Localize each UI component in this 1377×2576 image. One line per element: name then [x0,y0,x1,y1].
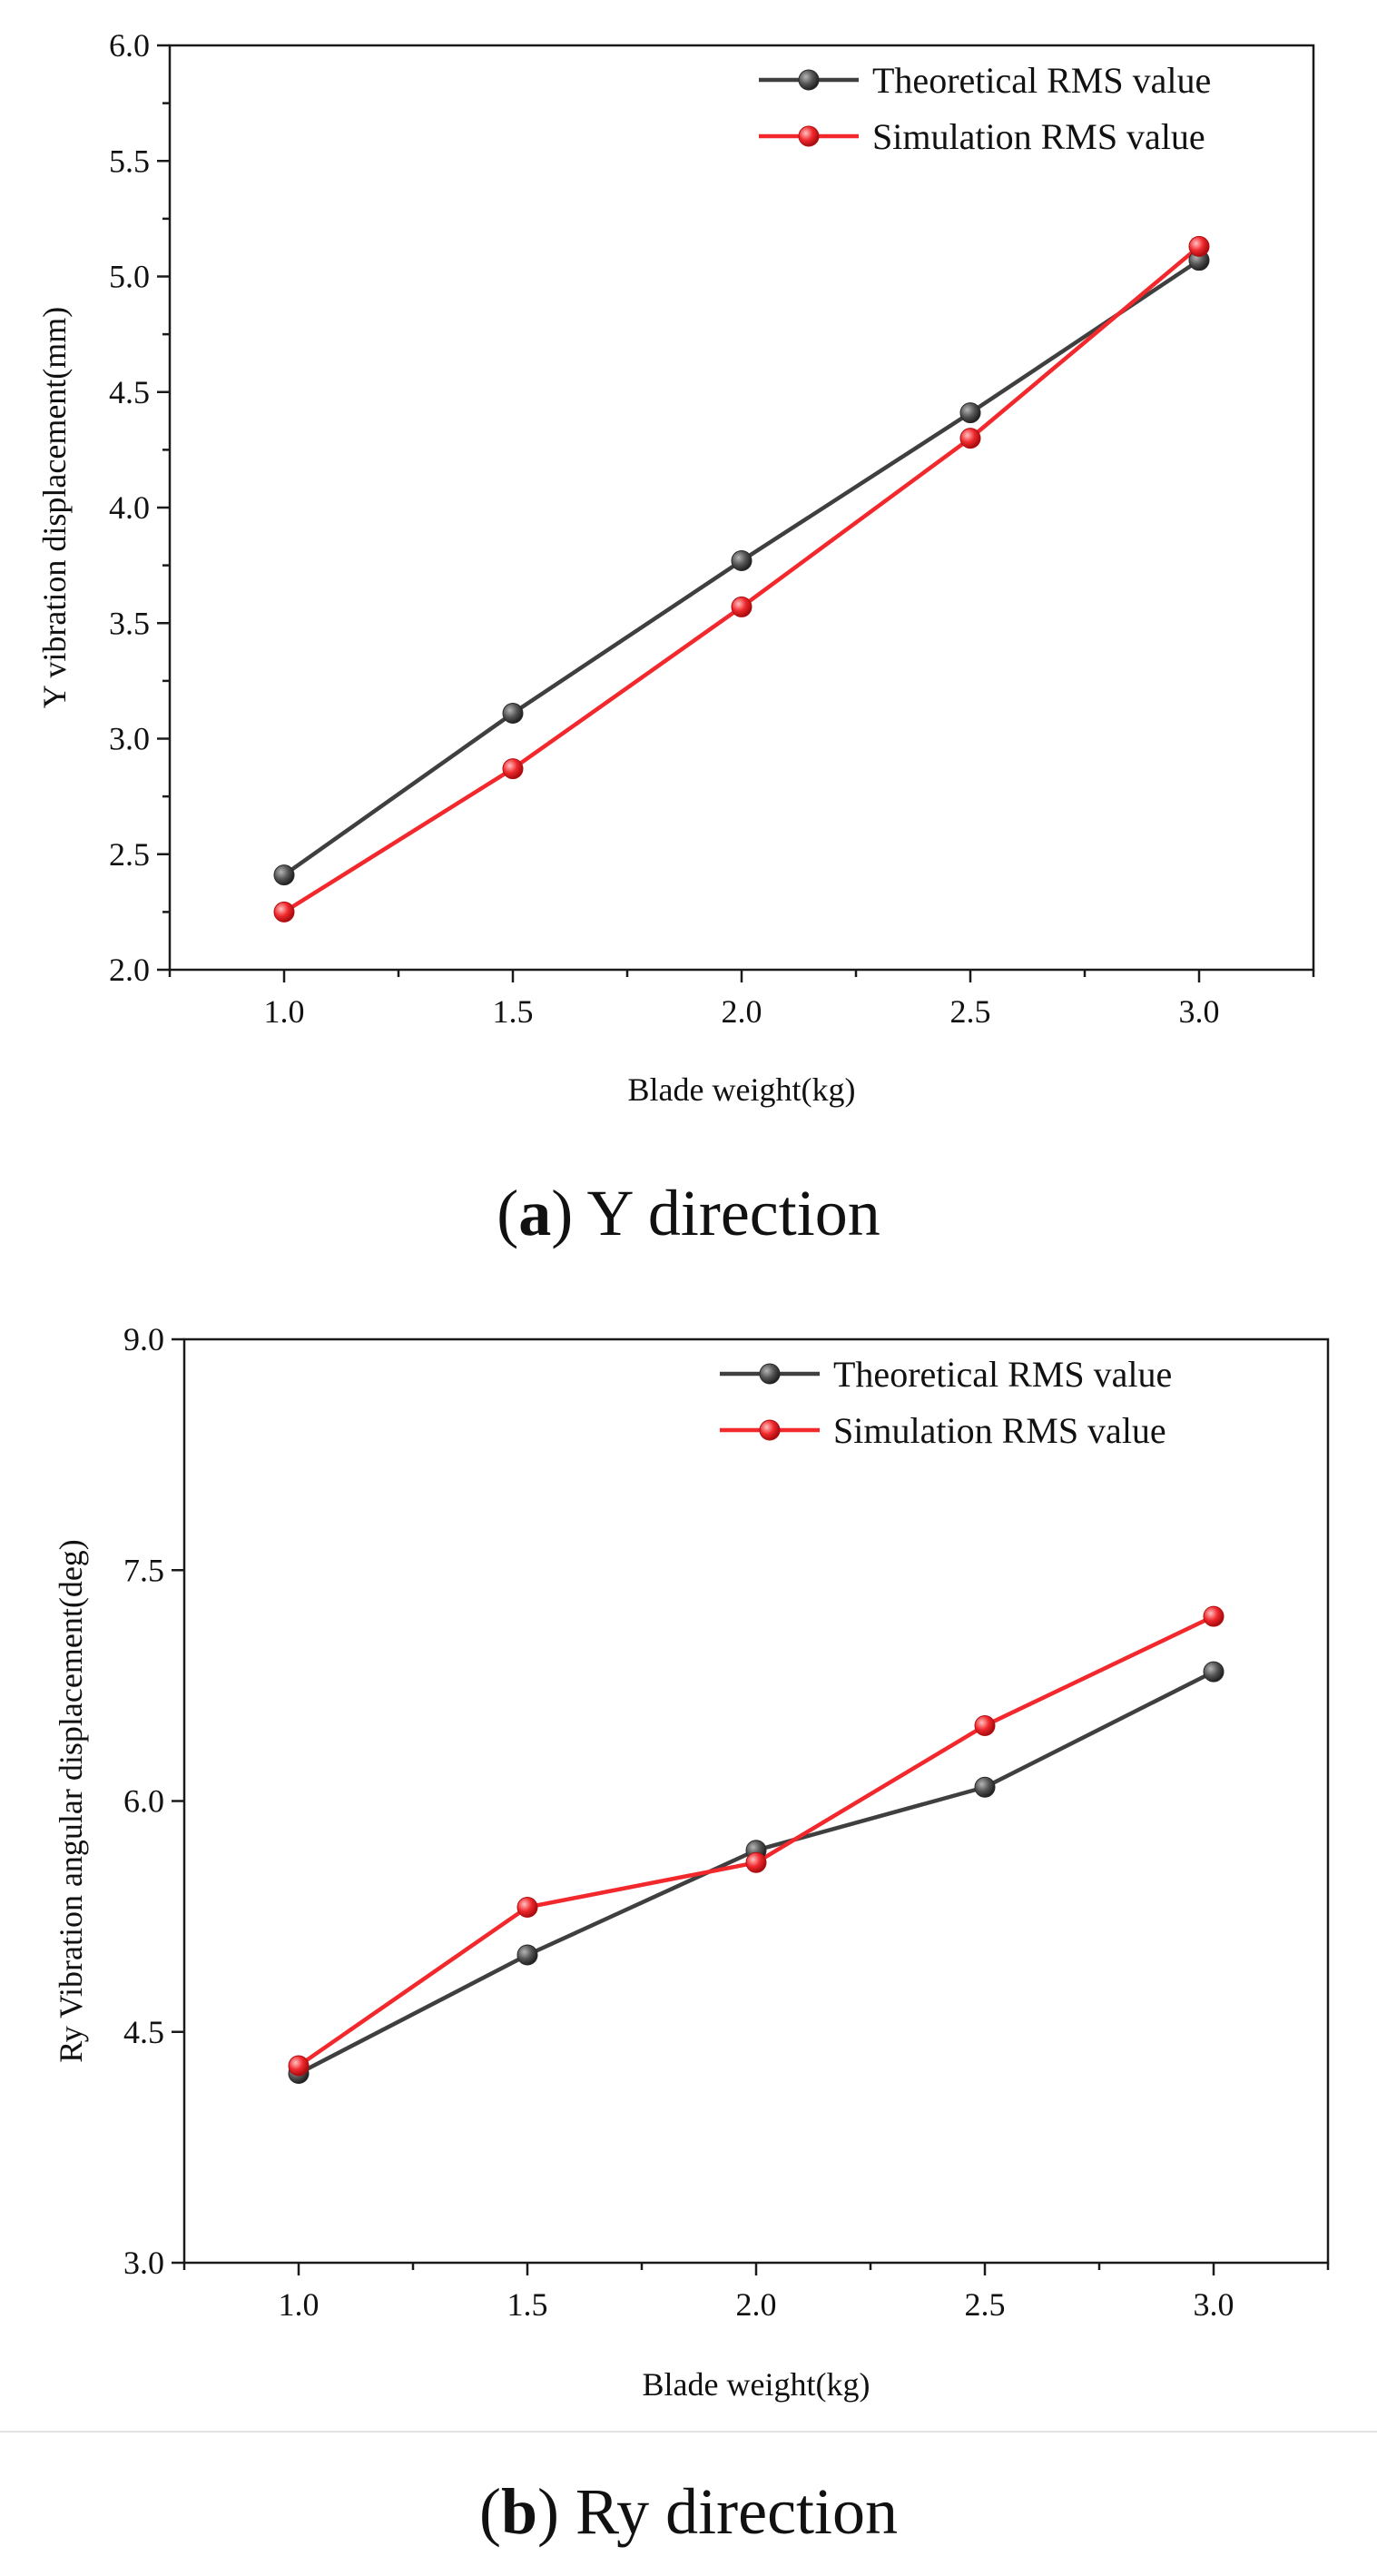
plot-frame [168,44,1315,972]
y-tick-label: 4.5 [109,374,150,410]
y-axis-title: Y vibration displacement(mm) [36,307,73,709]
x-tick-label: 2.5 [965,2286,1006,2323]
y-tick-label: 3.0 [123,2245,164,2281]
y-tick-label: 2.5 [109,836,150,873]
data-point-theoretical [959,402,981,424]
data-point-simulation [1188,235,1210,257]
legend-marker [759,1419,781,1441]
caption-text: Y direction [573,1177,880,1249]
series-line-simulation [282,244,1201,914]
data-point-simulation [731,596,752,617]
caption-letter: a [518,1177,552,1249]
y-tick-label: 3.5 [109,605,150,641]
data-point-theoretical [516,1944,538,1966]
y-tick-label: 2.0 [109,952,150,988]
x-tick-label: 2.0 [736,2286,777,2323]
y-axis-title: Ry Vibration angular displacement(deg) [53,1539,89,2063]
data-point-simulation [273,901,295,923]
legend-label: Simulation RMS value [872,116,1205,157]
legend-marker [798,69,820,91]
data-point-theoretical [1203,1661,1225,1683]
y-tick-label: 6.0 [109,27,150,64]
data-point-simulation [288,2055,310,2077]
y-tick-label: 4.0 [109,489,150,526]
data-point-simulation [1203,1605,1225,1627]
caption-text: Ry direction [558,2475,899,2548]
x-tick-label: 1.0 [279,2286,320,2323]
x-tick-label: 2.5 [950,993,991,1030]
data-point-theoretical [974,1776,996,1798]
y-tick-label: 5.5 [109,143,150,179]
y-tick-label: 3.0 [109,721,150,757]
x-tick-label: 1.5 [507,2286,548,2323]
x-tick-label: 1.5 [493,993,534,1030]
x-tick-label: 2.0 [722,993,762,1030]
chart-y-direction: 2.0 2.5 3.0 3.5 4.0 4.5 5.0 5.5 6.0 1.0 1.5 2.0 2.5 3… [36,27,1315,1108]
y-tick-label: 4.5 [123,2014,164,2050]
chart-ry-direction: 3.0 4.5 6.0 7.5 9.0 1.0 1.5 2.0 2.5 3.0 Blade weig… [53,1321,1330,2403]
divider [0,2431,1377,2433]
y-tick-label: 6.0 [123,1783,164,1820]
x-tick-label: 3.0 [1179,993,1220,1030]
legend-label: Simulation RMS value [833,1410,1166,1451]
data-point-simulation [959,428,981,449]
x-axis-title: Blade weight(kg) [643,2366,870,2403]
data-point-theoretical [273,864,295,886]
caption-y-direction: (a) Y direction [497,1177,880,1249]
legend-marker [759,1363,781,1385]
caption-ry-direction: (b) Ry direction [478,2475,899,2548]
data-point-simulation [974,1714,996,1736]
data-point-simulation [516,1896,538,1918]
x-axis-title: Blade weight(kg) [628,1071,856,1108]
plot-frame [182,1337,1330,2265]
caption-letter: b [500,2475,537,2548]
data-point-simulation [745,1851,767,1873]
legend-label: Theoretical RMS value [872,60,1211,101]
y-tick-label: 5.0 [109,259,150,295]
data-point-theoretical [502,703,524,725]
legend-marker [798,125,820,147]
data-point-theoretical [731,550,752,572]
y-tick-label: 9.0 [123,1321,164,1357]
x-tick-label: 3.0 [1194,2286,1234,2323]
y-tick-label: 7.5 [123,1552,164,1588]
legend-label: Theoretical RMS value [833,1354,1172,1395]
x-tick-label: 1.0 [264,993,305,1030]
data-point-simulation [502,758,524,780]
